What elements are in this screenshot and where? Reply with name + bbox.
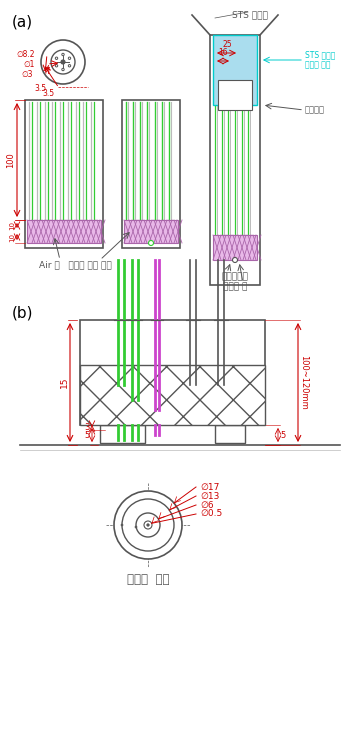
Circle shape [61,60,65,64]
Circle shape [41,40,85,84]
Bar [213,235,257,260]
Text: STS 와이어
세라믹 밀봉: STS 와이어 세라믹 밀봉 [305,50,335,70]
Text: 세라믹  튜브: 세라믹 튜브 [127,573,169,586]
Text: 100: 100 [6,152,15,168]
Circle shape [114,491,182,559]
Text: 3.5: 3.5 [43,89,55,98]
Text: 3: 3 [84,423,90,432]
Text: ∅3: ∅3 [21,69,33,79]
Text: 5: 5 [280,431,286,440]
Text: (b): (b) [12,305,34,320]
Bar [80,320,265,425]
Bar [213,35,257,105]
Circle shape [135,526,137,528]
Circle shape [51,50,75,74]
Bar [100,425,145,443]
Text: ∅6: ∅6 [200,501,214,510]
Circle shape [136,513,160,537]
Circle shape [147,524,149,526]
Circle shape [55,65,58,67]
Circle shape [149,241,154,246]
Text: 10: 10 [9,220,15,230]
Bar [215,425,245,443]
Text: STS 파이프: STS 파이프 [232,10,268,19]
Text: 텅스텐 봉: 텅스텐 봉 [223,282,247,291]
Bar [80,365,265,425]
Circle shape [55,57,58,60]
Text: 100~120mm: 100~120mm [300,355,309,410]
Text: ∅8.2: ∅8.2 [16,50,35,58]
Bar [25,100,103,248]
Text: 25: 25 [222,40,232,49]
Text: 10: 10 [9,233,15,241]
Text: ∅1: ∅1 [24,60,35,69]
Bar [27,220,101,243]
Circle shape [62,53,64,55]
Bar [218,80,252,110]
Circle shape [68,65,71,67]
Circle shape [232,257,237,262]
Bar [124,220,178,243]
Text: 전선연결: 전선연결 [305,106,325,114]
Circle shape [122,499,174,551]
Text: 16: 16 [218,48,228,57]
Text: 15: 15 [59,377,68,389]
Text: 3.5: 3.5 [35,84,47,93]
Circle shape [68,57,71,60]
Text: Air 홀   세라믹 차단 본딩: Air 홀 세라믹 차단 본딩 [39,260,111,269]
Text: 세라믹튜브: 세라믹튜브 [222,272,248,281]
Circle shape [147,524,149,526]
Text: 5: 5 [84,431,90,440]
Text: ∅0.5: ∅0.5 [200,510,222,518]
Bar [122,100,180,248]
Text: (a): (a) [12,14,33,29]
Text: ∅13: ∅13 [200,491,219,501]
Text: ∅17: ∅17 [200,483,219,491]
Circle shape [144,521,152,529]
Bar [210,35,260,285]
Circle shape [62,69,64,71]
Circle shape [121,524,123,526]
